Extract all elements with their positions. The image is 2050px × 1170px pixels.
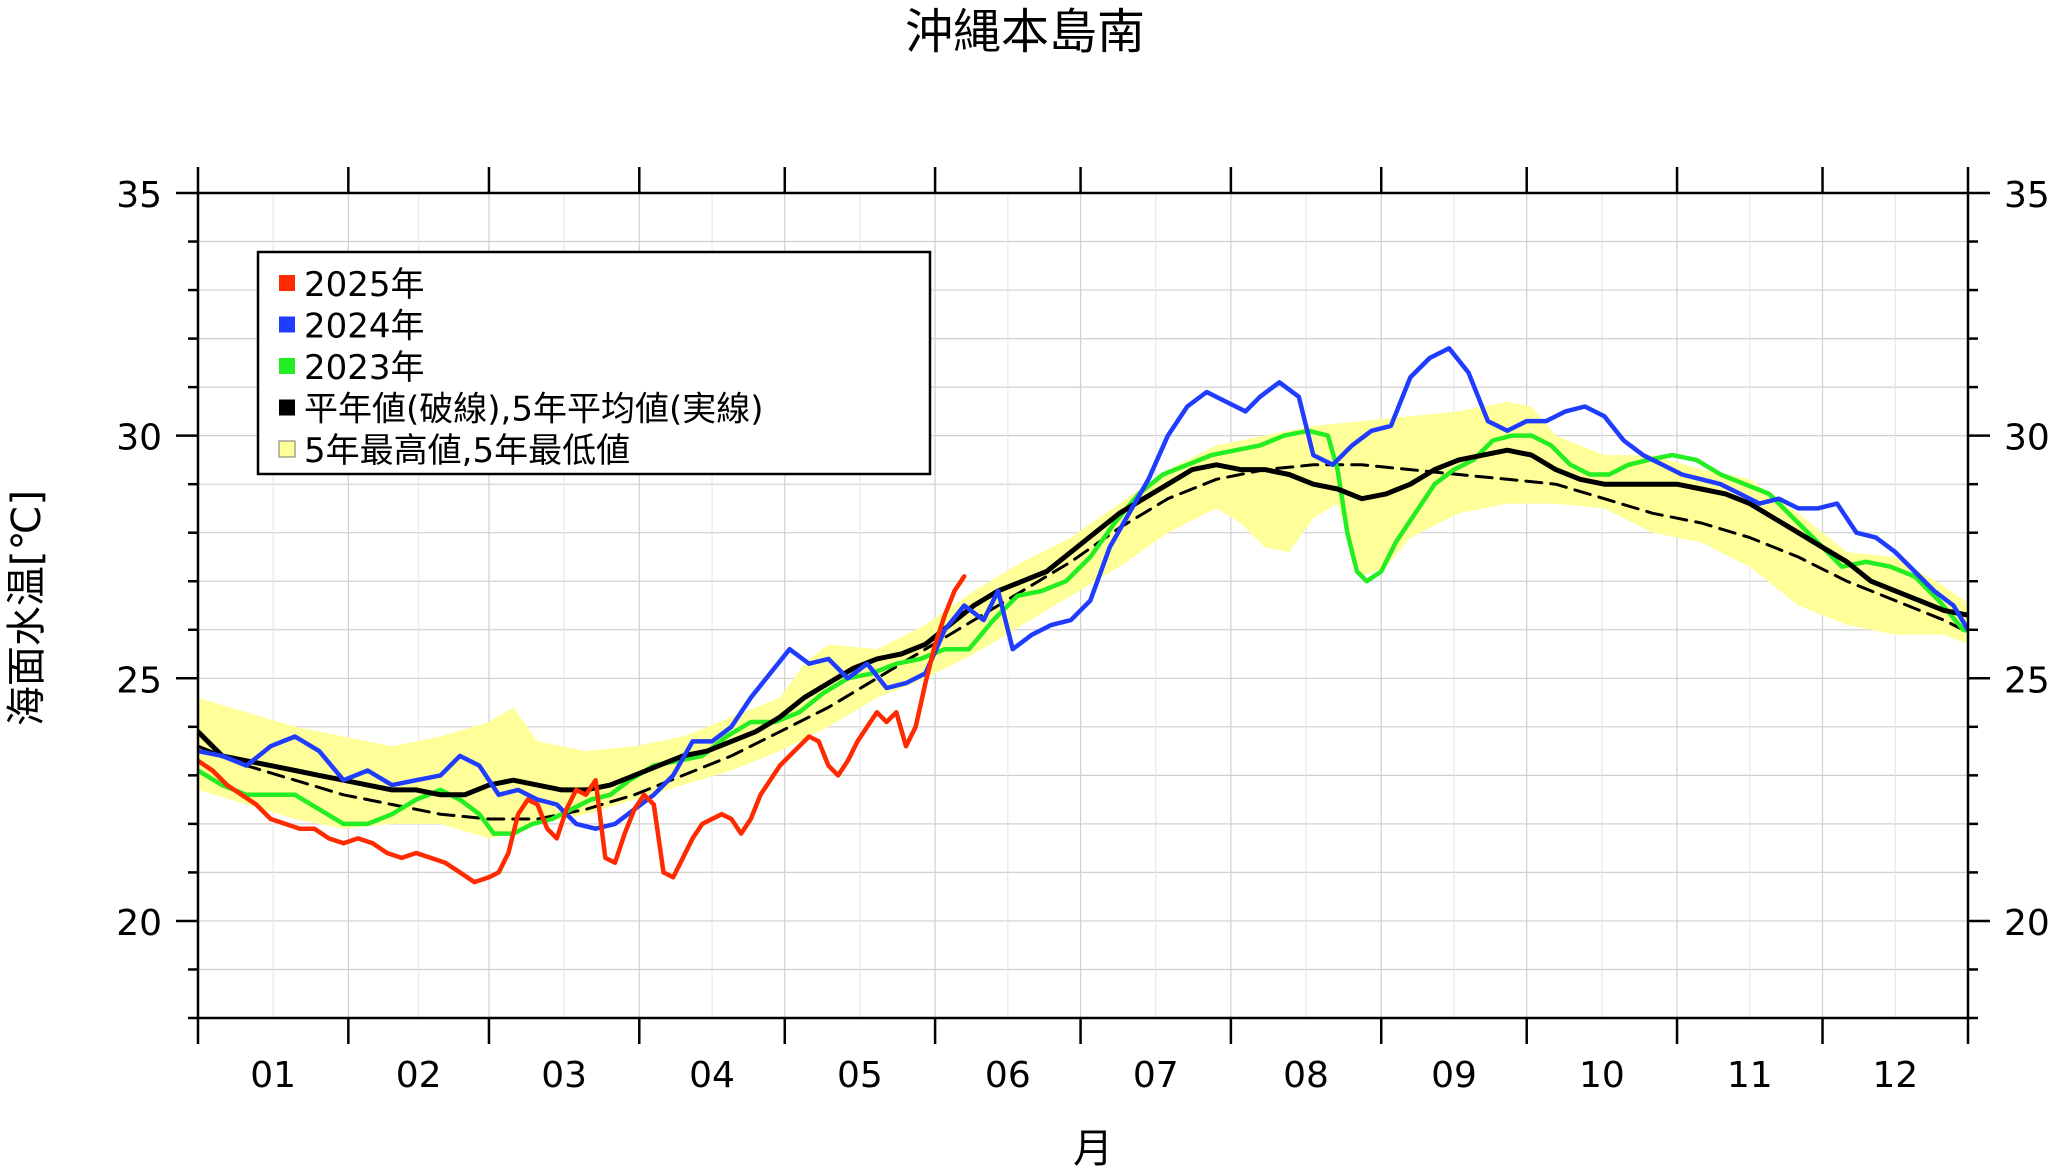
series-group [198,346,1968,885]
y-axis-label: 海面水温[℃] [4,490,50,726]
x-tick-label: 05 [837,1055,883,1096]
x-axis-label: 月 [1073,1126,1113,1166]
x-tick-label: 03 [541,1055,587,1096]
legend-swatch-normal [279,399,295,416]
x-tick-label: 04 [689,1055,735,1096]
legend-label-band: 5年最高値,5年最低値 [304,431,630,471]
x-tick-label: 09 [1431,1055,1477,1096]
x-tick-label: 02 [396,1055,442,1096]
x-tick-label: 12 [1872,1055,1918,1096]
legend: 2025年2024年2023年平年値(破線),5年平均値(実線)5年最高値,5年… [256,250,932,476]
x-tick-label: 07 [1133,1055,1179,1096]
y-tick-label-right: 20 [2004,903,2050,944]
x-tick-label: 08 [1283,1055,1329,1096]
series-line-avg5 [198,447,1968,798]
legend-swatch-y2023 [279,358,295,374]
legend-swatch-y2024 [279,316,295,333]
x-tick-label: 06 [985,1055,1031,1096]
series-line-normal [198,463,1968,821]
y-tick-label-right: 25 [2004,660,2050,701]
plot-area: 20 20 25 25 30 30 35 35 01 02 03 04 05 06 07 08 09 10 11 12… [116,167,2050,1096]
series-band-5yr-minmax [198,401,1968,839]
y-tick-label-left: 30 [116,418,162,459]
legend-label-normal: 平年値(破線),5年平均値(実線) [304,390,764,430]
legend-label-y2023: 2023年 [304,348,425,388]
chart-title: 沖縄本島南 [905,4,1145,60]
x-tick-label: 10 [1579,1055,1625,1096]
y-tick-label-left: 20 [116,903,162,944]
series-line-y2025 [198,574,967,885]
series-line-y2023 [198,428,1968,836]
x-tick-label: 11 [1727,1055,1773,1096]
y-tick-label-right: 30 [2004,418,2050,459]
x-tick-label: 01 [250,1055,296,1096]
legend-swatch-band [278,440,296,458]
legend-label-y2025: 2025年 [304,265,425,305]
y-tick-label-right: 35 [2004,175,2050,216]
y-tick-label-left: 25 [116,660,162,701]
legend-swatch-y2025 [279,275,295,291]
legend-box [256,250,932,476]
y-tick-label-left: 35 [116,175,162,216]
plot-frame [196,191,1970,1020]
legend-label-y2024: 2024年 [304,307,425,347]
